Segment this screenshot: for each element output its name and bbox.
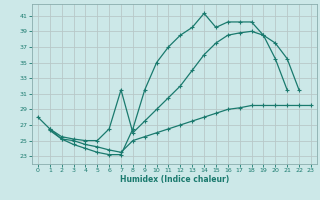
X-axis label: Humidex (Indice chaleur): Humidex (Indice chaleur)	[120, 175, 229, 184]
